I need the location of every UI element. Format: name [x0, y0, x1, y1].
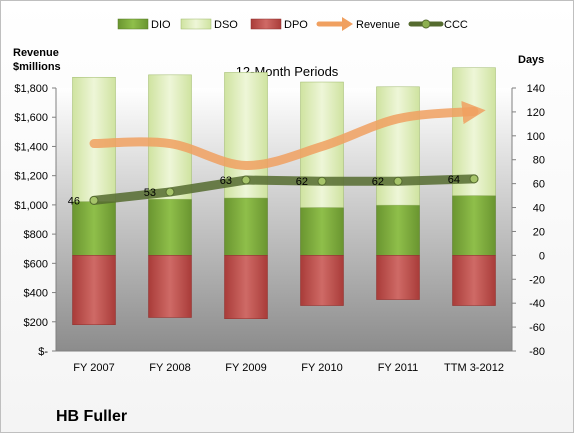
left-tick-label-6: $1,200: [14, 171, 48, 183]
legend-label-ccc: CCC: [444, 19, 468, 31]
bar-dio-3: [300, 207, 344, 256]
label-ccc-4: 62: [372, 176, 384, 188]
legend-swatch-dio: [117, 18, 149, 30]
bar-dpo-4: [376, 255, 420, 300]
marker-ccc-5: [469, 174, 479, 184]
legend-label-dso: DSO: [214, 19, 238, 31]
right-tick-label-2: -40: [529, 298, 545, 310]
marker-ccc-4: [393, 176, 403, 186]
left-tick-label-2: $400: [24, 288, 48, 300]
right-tick-label-5: 20: [533, 226, 545, 238]
company-name: HB Fuller: [56, 408, 127, 425]
left-tick-label-3: $600: [24, 258, 48, 270]
label-ccc-0: 46: [68, 195, 80, 207]
legend: DIO DSO DPO Revenue CCC: [117, 17, 468, 31]
legend-swatch-dpo: [250, 18, 282, 30]
label-ccc-2: 63: [220, 175, 232, 187]
bar-dso-5: [452, 67, 496, 196]
bars-layer: [72, 67, 496, 325]
right-tick-label-8: 80: [533, 155, 545, 167]
bar-dpo-5: [452, 255, 496, 306]
bar-dpo-0: [72, 255, 116, 325]
legend-item-dio: DIO: [117, 18, 171, 31]
right-tick-label-4: 0: [539, 250, 545, 262]
right-tick-label-10: 120: [527, 107, 545, 119]
bar-dio-4: [376, 204, 420, 256]
x-tick-label-0: FY 2007: [73, 362, 114, 374]
left-tick-label-0: $-: [38, 346, 48, 358]
line-ccc: [89, 174, 479, 205]
bar-dio-0: [72, 201, 116, 256]
left-tick-label-5: $1,000: [14, 200, 48, 212]
x-axis: FY 2007 FY 2008 FY 2009 FY 2010 FY 2011 TTM 3…: [56, 350, 512, 374]
bar-dio-2: [224, 197, 268, 256]
left-tick-label-4: $800: [24, 229, 48, 241]
right-tick-label-0: -80: [529, 346, 545, 358]
bar-dpo-1: [148, 255, 192, 318]
right-tick-label-11: 140: [527, 83, 545, 95]
legend-label-dpo: DPO: [284, 19, 308, 31]
legend-swatch-dso: [180, 18, 212, 30]
left-axis-title-line1: Revenue: [13, 47, 59, 59]
legend-label-dio: DIO: [151, 19, 171, 31]
legend-item-dso: DSO: [180, 18, 238, 31]
legend-marker-ccc: [421, 19, 431, 29]
label-ccc-1: 53: [144, 187, 156, 199]
lines-layer: 46 53 63 62 62 64: [68, 100, 486, 207]
left-axis-title-line2: $millions: [13, 61, 61, 73]
left-tick-label-7: $1,400: [14, 141, 48, 153]
bar-dio-5: [452, 195, 496, 256]
left-axis: $- $200 $400 $600 $800 $1,000 $1,200 $1,400 $1,6…: [14, 83, 57, 358]
marker-ccc-1: [165, 187, 175, 197]
x-tick-label-3: FY 2010: [301, 362, 342, 374]
marker-ccc-2: [241, 175, 251, 185]
right-tick-label-6: 40: [533, 203, 545, 215]
legend-item-ccc: CCC: [408, 19, 468, 31]
x-tick-label-2: FY 2009: [225, 362, 266, 374]
legend-item-revenue: Revenue: [316, 17, 400, 31]
bar-dso-1: [148, 74, 192, 200]
right-axis: -80 -60 -40 -20 0 20 40 60 80 100 120 140: [511, 83, 545, 358]
label-ccc-5: 64: [448, 174, 460, 186]
marker-ccc-0: [89, 195, 99, 205]
right-tick-label-9: 100: [527, 131, 545, 143]
bar-dio-1: [148, 198, 192, 256]
legend-item-dpo: DPO: [250, 18, 308, 31]
left-tick-label-1: $200: [24, 317, 48, 329]
left-tick-label-9: $1,800: [14, 83, 48, 95]
x-tick-label-5: TTM 3-2012: [444, 362, 504, 374]
plot-area: [56, 88, 512, 351]
right-axis-title: Days: [518, 54, 544, 66]
right-tick-label-3: -20: [529, 274, 545, 286]
line-revenue: [89, 100, 486, 170]
legend-label-revenue: Revenue: [356, 19, 400, 31]
right-tick-label-7: 60: [533, 179, 545, 191]
label-ccc-3: 62: [296, 176, 308, 188]
bar-dpo-2: [224, 255, 268, 319]
bar-dpo-3: [300, 255, 344, 306]
left-tick-label-8: $1,600: [14, 112, 48, 124]
x-tick-label-4: FY 2011: [378, 362, 419, 374]
x-tick-label-1: FY 2008: [149, 362, 190, 374]
right-tick-label-1: -60: [529, 322, 545, 334]
legend-arrow-revenue: [342, 17, 353, 31]
marker-ccc-3: [317, 176, 327, 186]
